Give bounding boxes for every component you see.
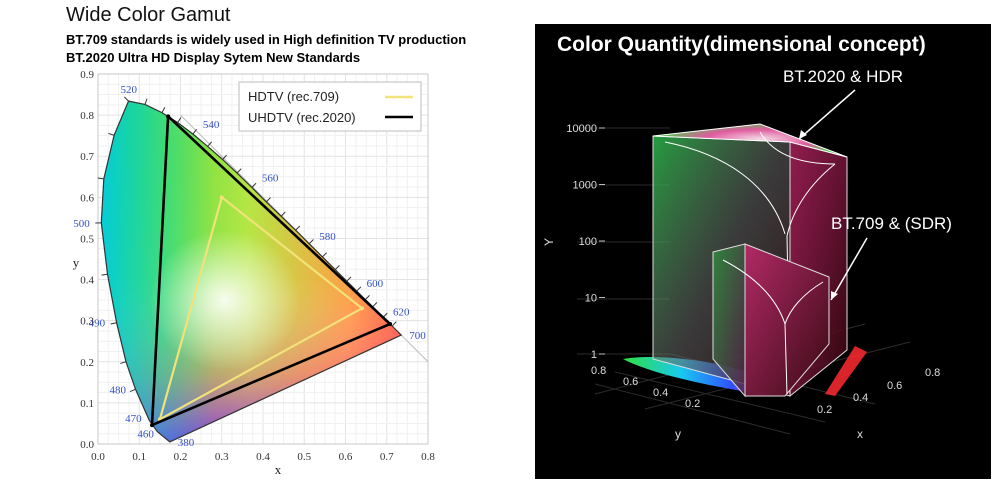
locus-tick xyxy=(161,107,166,113)
locus-tick xyxy=(222,154,227,160)
color-volume-3d-figure: 1 10 100 1000 10000 Y 0.8 0.6 0.4 0.2 0.2 0.4 0.6 0… xyxy=(542,67,952,441)
y-tick-label: 0.5 xyxy=(80,233,94,245)
y-tick-label: 0.0 xyxy=(80,439,94,451)
annotation-bt709-arrow xyxy=(830,237,868,301)
y-axis-label: y xyxy=(73,255,80,270)
wavelength-label-700: 700 xyxy=(409,330,426,342)
wavelength-label-560: 560 xyxy=(262,172,279,184)
locus-tick xyxy=(356,286,362,292)
y-tick-label: 0.2 xyxy=(80,357,94,369)
wavelength-label-580: 580 xyxy=(319,231,336,243)
locus-tick xyxy=(108,132,115,136)
wavelength-label-470: 470 xyxy=(125,413,142,425)
volume-y-tick-label: 10 xyxy=(585,293,597,305)
x-tick-label: 0.2 xyxy=(174,451,188,463)
volume-chart-title: Color Quantity(dimensional concept) xyxy=(557,33,926,56)
volume-x-tick-label: 0.6 xyxy=(887,380,902,392)
volume-depth-tick-label: 0.4 xyxy=(653,387,668,399)
y-tick-label: 0.9 xyxy=(80,69,94,81)
locus-tick xyxy=(265,197,271,203)
y-tick-label: 0.6 xyxy=(80,192,94,204)
volume-x-axis-label: x xyxy=(857,427,863,441)
volume-y-tick-label: 1 xyxy=(591,349,597,361)
volume-x-tick-label: 0.2 xyxy=(817,404,832,416)
x-tick-label: 0.5 xyxy=(297,451,311,463)
rec709-primary xyxy=(219,195,224,200)
page-title: Wide Color Gamut xyxy=(66,4,231,26)
rec2020-triangle xyxy=(150,115,392,427)
wavelength-label-620: 620 xyxy=(393,306,410,318)
locus-tick xyxy=(280,211,286,217)
x-tick-label: 0.0 xyxy=(91,451,105,463)
x-axis-label: x xyxy=(275,462,282,477)
rec709-triangle xyxy=(158,196,364,421)
x-tick-label: 0.7 xyxy=(380,451,394,463)
locus-tick xyxy=(372,302,378,308)
volume-y-tick-label: 1000 xyxy=(573,180,597,192)
locus-tick xyxy=(364,295,370,301)
plot-frame xyxy=(97,73,429,445)
locus-tick xyxy=(120,361,127,364)
locus-tick xyxy=(295,225,301,231)
wavelength-label-500: 500 xyxy=(73,218,90,230)
locus-tick xyxy=(110,322,117,325)
wavelength-label-540: 540 xyxy=(203,119,220,131)
volume-y-tick-label: 100 xyxy=(579,236,597,248)
locus-tick xyxy=(334,265,340,271)
annotation-bt709: BT.709 & (SDR) xyxy=(831,214,952,233)
legend-label-uhdtv: UHDTV (rec.2020) xyxy=(248,110,356,125)
locus-tick xyxy=(101,273,108,276)
volume-depth-tick-label: 0.8 xyxy=(591,365,606,377)
y-tick-label: 0.8 xyxy=(80,110,94,122)
rec709-primary xyxy=(360,306,364,311)
x-tick-label: 0.4 xyxy=(256,451,270,463)
x-tick-label: 0.3 xyxy=(215,451,229,463)
color-volume-panel: 1 10 100 1000 10000 Y 0.8 0.6 0.4 0.2 0.2 0.4 0.6 0… xyxy=(535,24,991,479)
locus-tick xyxy=(97,177,104,180)
annotation-bt2020: BT.2020 & HDR xyxy=(783,67,903,86)
y-tick-label: 0.4 xyxy=(80,275,94,287)
locus-tick xyxy=(129,388,136,392)
wavelength-label-460: 460 xyxy=(137,429,154,441)
y-tick-label: 0.7 xyxy=(80,151,94,163)
locus-tick xyxy=(123,96,129,102)
locus-tick xyxy=(346,276,352,282)
locus-tick xyxy=(177,117,182,123)
locus-tick xyxy=(192,129,197,135)
locus-tick xyxy=(207,141,213,147)
volume-depth-tick-label: 0.6 xyxy=(623,376,638,388)
wavelength-label-520: 520 xyxy=(121,84,138,96)
volume-depth-tick-label: 0.2 xyxy=(685,398,700,410)
x-tick-label: 0.8 xyxy=(421,451,435,463)
subtitle-bt709: BT.709 standards is widely used in High … xyxy=(66,32,467,47)
volume-y-tick-label: 10000 xyxy=(566,123,597,135)
legend-label-hdtv: HDTV (rec.709) xyxy=(248,89,339,104)
cie-chromaticity-chart: 380460470480490500520540560580600620700 … xyxy=(73,69,436,477)
wavelength-label-480: 480 xyxy=(110,384,127,396)
wavelength-label-380: 380 xyxy=(178,437,195,449)
y-tick-label: 0.3 xyxy=(80,316,94,328)
volume-x-tick-label: 0.4 xyxy=(853,392,868,404)
locus-tick xyxy=(251,182,257,188)
x-tick-label: 0.6 xyxy=(339,451,353,463)
wavelength-label-490: 490 xyxy=(89,318,106,330)
locus-tick xyxy=(308,239,314,245)
annotation-bt2020-arrow xyxy=(798,89,856,140)
y-tick-label: 0.1 xyxy=(80,398,94,410)
volume-depth-axis-label: y xyxy=(675,427,681,441)
locus-tick xyxy=(236,168,242,174)
volume-y-axis-label: Y xyxy=(542,238,556,246)
subtitle-bt2020: BT.2020 Ultra HD Display Sytem New Stand… xyxy=(66,50,361,65)
locus-tick xyxy=(391,321,397,327)
rec2020-primary xyxy=(150,423,155,428)
wavelength-label-600: 600 xyxy=(367,278,384,290)
rec2020-primary xyxy=(388,321,393,326)
x-tick-label: 0.1 xyxy=(132,451,146,463)
locus-tick xyxy=(322,252,327,258)
volume-x-tick-label: 0.8 xyxy=(925,367,940,379)
chart-legend: HDTV (rec.709) UHDTV (rec.2020) xyxy=(238,81,422,132)
rec2020-primary xyxy=(166,114,171,119)
locus-tick xyxy=(144,98,148,105)
